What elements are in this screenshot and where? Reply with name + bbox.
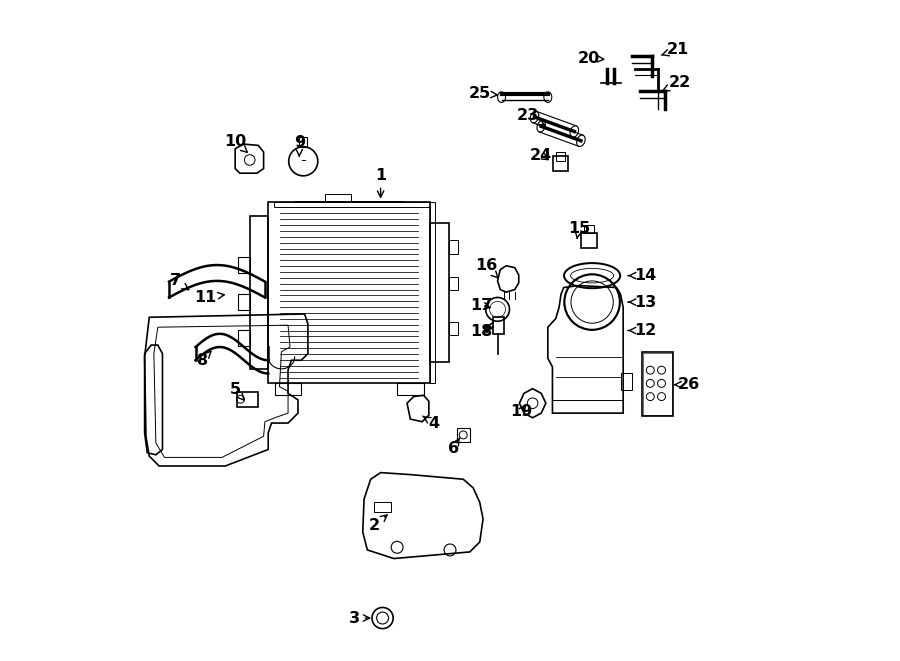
Bar [556,152,565,161]
Bar [238,330,249,346]
Text: 12: 12 [628,323,656,338]
Text: 10: 10 [224,134,248,153]
Bar [642,352,673,416]
Text: 6: 6 [447,438,460,455]
Bar [300,137,307,147]
Bar [620,373,633,390]
Text: 7: 7 [170,274,189,290]
Bar [493,317,503,334]
Bar [456,428,470,442]
Text: 1: 1 [375,168,386,197]
Text: 21: 21 [662,42,689,57]
Text: 14: 14 [628,268,656,283]
Bar [643,353,672,415]
Text: 8: 8 [196,352,211,368]
Bar [238,392,258,407]
Text: 20: 20 [578,51,604,65]
Bar [325,194,351,202]
Text: 25: 25 [469,87,498,101]
Text: 13: 13 [628,295,656,309]
Text: 3: 3 [348,611,370,625]
Text: 11: 11 [194,290,224,305]
Text: 4: 4 [423,416,439,430]
Bar [449,323,458,336]
Text: 9: 9 [293,135,305,156]
Text: 24: 24 [530,148,553,163]
Bar [580,233,597,248]
Bar [274,383,302,395]
Text: 19: 19 [510,404,533,418]
Bar [238,293,249,309]
Text: 2: 2 [368,515,387,533]
Bar [374,502,391,512]
Bar [238,257,249,273]
Bar [449,277,458,290]
Text: 17: 17 [471,298,493,313]
Bar [397,383,424,395]
Text: 5: 5 [230,383,244,400]
Bar [554,156,568,171]
Text: 16: 16 [475,258,499,278]
Text: 23: 23 [517,108,544,125]
Text: 18: 18 [471,325,493,339]
Text: 15: 15 [568,221,590,239]
Bar [268,202,430,383]
Bar [583,225,594,233]
Text: 22: 22 [662,75,691,91]
Bar [449,241,458,254]
Text: 26: 26 [675,377,700,392]
